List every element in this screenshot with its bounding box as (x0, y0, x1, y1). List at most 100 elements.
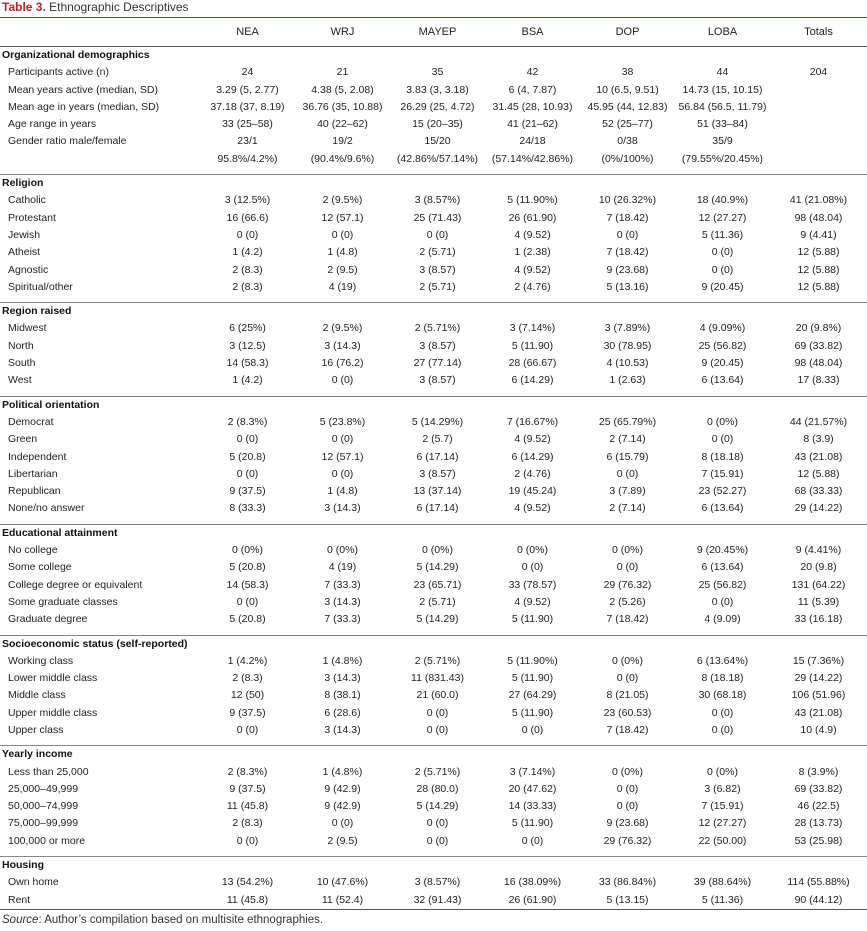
table-row: Middle class 12 (50) 8 (38.1) 21 (60.0) 27 (… (0, 687, 867, 704)
cell-value: 2 (8.3) (232, 817, 263, 830)
table-row: Some graduate classes 0 (0) 3 (14.3) 2 (5.7… (0, 594, 867, 611)
row-label: 25,000–49,999 (8, 782, 79, 795)
cell-value: 98 (48.04) (794, 211, 843, 224)
cell-value: 23 (60.53) (603, 706, 652, 719)
cell-value: 19/2 (332, 135, 353, 148)
cell-value: 5 (11.90%) (507, 654, 558, 667)
cell-value: 6 (13.64) (701, 561, 744, 574)
cell-value: 9 (23.68) (606, 263, 649, 276)
cell-value: 35 (431, 66, 444, 79)
cell-value: 43 (21.08) (794, 706, 843, 719)
cell-value: 0/38 (617, 135, 638, 148)
column-header: MAYEP (418, 26, 457, 38)
row-label: Upper middle class (8, 706, 98, 719)
cell-value: 5 (14.29) (416, 561, 459, 574)
cell-value: (0%/100%) (601, 152, 654, 165)
cell-value: 9 (20.45%) (696, 544, 749, 557)
cell-value: 5 (11.36) (675, 891, 770, 910)
table-row: Spiritual/other 2 (8.3) 4 (19) 2 (5.71) 2 (4… (0, 279, 867, 296)
table-row: Green 0 (0) 0 (0) 2 (5.7) 4 (9.52) 2 (7.14) 0 … (0, 431, 867, 448)
cell-value: 0 (0) (711, 433, 734, 446)
cell-value: 43 (21.08) (794, 450, 843, 463)
table-row: Graduate degree 5 (20.8) 7 (33.3) 5 (14.29)… (0, 611, 867, 628)
cell-value: 0 (0) (616, 561, 639, 574)
cell-value: 7 (18.42) (606, 246, 649, 259)
cell-value: 9 (42.9) (324, 800, 361, 813)
cell-value: 0 (0) (711, 706, 734, 719)
cell-value: 29 (14.22) (794, 672, 843, 685)
cell-value: 2 (8.3) (232, 280, 263, 293)
row-label: Protestant (8, 211, 56, 224)
cell-value: 10 (6.5, 9.51) (596, 83, 659, 96)
cell-value: 23 (52.27) (698, 485, 747, 498)
row-label: Lower middle class (8, 672, 98, 685)
cell-value: 12 (5.88) (797, 246, 840, 259)
cell-value: 20 (9.8%) (795, 322, 842, 335)
section-header-row: Educational attainment (0, 523, 867, 543)
cell-value: 25 (56.82) (698, 339, 747, 352)
cell-value: 25 (56.82) (698, 578, 747, 591)
cell-value: 5 (14.29) (416, 613, 459, 626)
row-label: Catholic (8, 194, 46, 207)
cell-value: 13 (54.2%) (221, 876, 274, 889)
section-header-row: Organizational demographics (0, 47, 867, 65)
section-header-row: Socioeconomic status (self-reported) (0, 634, 867, 653)
table-row: Midwest 6 (25%) 2 (9.5%) 2 (5.71%) 3 (7.14%)… (0, 320, 867, 337)
cell-value: 2 (7.14) (609, 433, 646, 446)
cell-value: 2 (9.5%) (322, 194, 363, 207)
cell-value: 39 (88.64%) (693, 876, 752, 889)
section-title: Political orientation (0, 395, 867, 414)
header-row: NEA WRJ MAYEP BSA DOP LOBA Totals (0, 18, 867, 47)
row-label: Mean age in years (median, SD) (8, 100, 160, 113)
cell-value: 9 (23.68) (606, 817, 649, 830)
cell-value: 2 (8.3%) (227, 765, 268, 778)
cell-value: 9 (20.45) (701, 357, 744, 370)
cell-value: 3 (14.3) (324, 672, 361, 685)
cell-value: 106 (51.96) (791, 689, 846, 702)
source-note: Source: Author’s compilation based on mu… (0, 910, 867, 926)
cell-value: 95.8%/4.2%) (217, 152, 278, 165)
cell-value (770, 116, 867, 133)
cell-value: 38 (621, 66, 634, 79)
cell-value: 33 (25–58) (222, 118, 273, 131)
cell-value: 24 (241, 66, 254, 79)
cell-value: 9 (4.41%) (795, 544, 842, 557)
cell-value: 6 (13.64) (701, 502, 744, 515)
cell-value: 0 (0%) (707, 765, 738, 778)
cell-value: 46 (22.5) (797, 800, 840, 813)
row-label: Rent (0, 891, 200, 910)
cell-value: 9 (37.5) (229, 485, 266, 498)
cell-value: 6 (28.6) (324, 706, 361, 719)
cell-value: 0 (0) (711, 246, 734, 259)
section-title: Organizational demographics (2, 49, 150, 61)
cell-value: 6 (25%) (229, 322, 266, 335)
row-label: Age range in years (8, 118, 97, 131)
cell-value: 22 (50.00) (698, 834, 747, 847)
row-label: Some college (8, 561, 72, 574)
table-row: 25,000–49,999 9 (37.5) 9 (42.9) 28 (80.0) 20… (0, 781, 867, 798)
cell-value: 12 (5.88) (797, 467, 840, 480)
cell-value: 0 (0) (711, 723, 734, 736)
cell-value: 28 (80.0) (416, 782, 459, 795)
section-title: Region raised (0, 302, 867, 321)
table-row: Lower middle class 2 (8.3) 3 (14.3) 11 (831… (0, 670, 867, 687)
cell-value: 12 (57.1) (321, 450, 364, 463)
cell-value: 14 (58.3) (226, 578, 269, 591)
cell-value: 6 (13.64%) (696, 654, 749, 667)
cell-value: 0 (0%) (517, 544, 548, 557)
cell-value: 5 (14.29%) (411, 415, 464, 428)
table-row: Upper class 0 (0) 3 (14.3) 0 (0) 0 (0) 7 (18.… (0, 722, 867, 739)
cell-value: 3 (14.3) (324, 339, 361, 352)
cell-value: 14 (58.3) (226, 357, 269, 370)
cell-value: 4 (9.52) (514, 502, 551, 515)
cell-value: 5 (20.8) (229, 450, 266, 463)
section-header-row: Political orientation (0, 395, 867, 414)
cell-value: 5 (11.90%) (507, 194, 558, 207)
cell-value: 0 (0) (331, 228, 354, 241)
table-row: Rent 11 (45.8) 11 (52.4) 32 (91.43) 26 (61.9… (0, 891, 867, 910)
cell-value: 10 (4.9) (800, 723, 837, 736)
cell-value: 3 (6.82) (704, 782, 741, 795)
cell-value: 1 (4.8) (327, 485, 358, 498)
cell-value: 2 (5.71%) (414, 654, 461, 667)
cell-value: 2 (5.71) (419, 246, 456, 259)
